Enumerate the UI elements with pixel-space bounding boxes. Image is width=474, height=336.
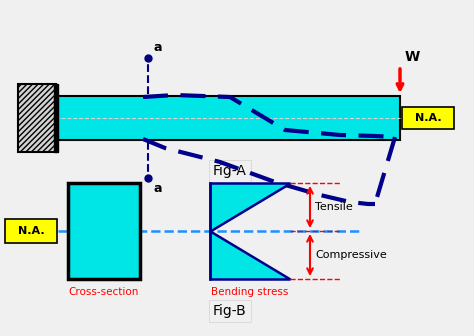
Text: a: a — [154, 41, 163, 54]
Bar — [54, 84, 58, 152]
Text: Fig-A: Fig-A — [213, 164, 247, 178]
Text: N.A.: N.A. — [18, 226, 44, 236]
Bar — [68, 183, 140, 279]
Text: Compressive: Compressive — [315, 250, 387, 260]
Bar — [402, 107, 454, 129]
Bar — [5, 219, 57, 243]
Text: N.A.: N.A. — [415, 113, 441, 123]
Polygon shape — [210, 183, 290, 231]
Bar — [18, 84, 56, 152]
Text: a: a — [154, 182, 163, 195]
Text: Bending stress: Bending stress — [211, 287, 289, 297]
Text: Cross-section: Cross-section — [69, 287, 139, 297]
Bar — [55, 96, 400, 140]
Text: Fig-B: Fig-B — [213, 304, 247, 318]
Text: Tensile: Tensile — [315, 202, 353, 212]
Polygon shape — [210, 231, 290, 279]
Text: W: W — [405, 50, 420, 64]
